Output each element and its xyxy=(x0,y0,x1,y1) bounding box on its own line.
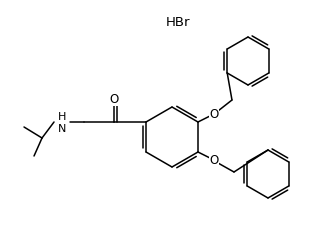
Text: O: O xyxy=(210,108,218,121)
Text: HBr: HBr xyxy=(166,16,190,28)
Text: O: O xyxy=(109,93,119,106)
Text: O: O xyxy=(210,154,218,167)
Text: H
N: H N xyxy=(58,112,66,133)
